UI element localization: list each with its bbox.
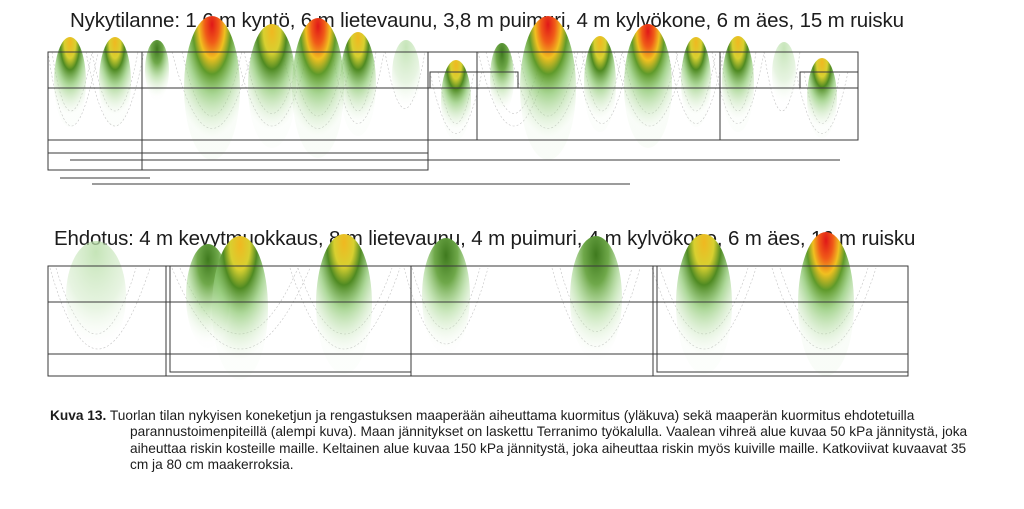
current-stress-plot (47, 16, 859, 185)
current-machinery-title: Nykytilanne: 1,6 m kyntö, 6 m lietevaunu… (70, 9, 904, 32)
caption-label: Kuva 13. (50, 408, 107, 423)
proposed-stress-plot (47, 232, 909, 380)
figure-caption: Kuva 13. Tuorlan tilan nykyisen koneketj… (50, 408, 980, 473)
caption-text: Tuorlan tilan nykyisen koneketjun ja ren… (109, 408, 968, 472)
